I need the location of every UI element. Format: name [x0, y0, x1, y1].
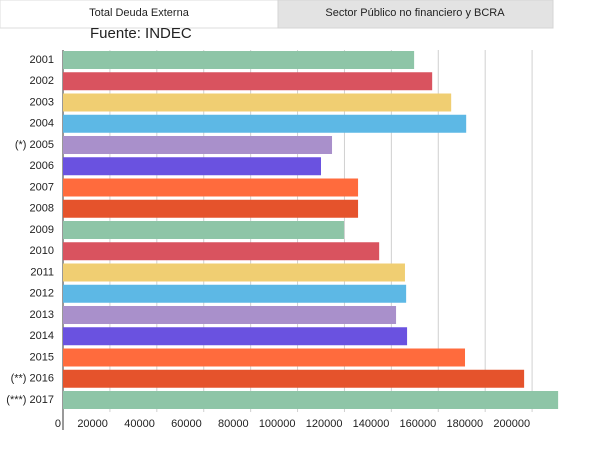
y-tick-label: 2015	[30, 351, 54, 363]
x-tick-label: 100000	[259, 418, 296, 430]
x-tick-label: 0	[55, 418, 61, 430]
bar	[63, 221, 344, 239]
bar	[63, 263, 405, 282]
bar	[63, 72, 433, 91]
bar	[63, 93, 452, 112]
tab-label[interactable]: Total Deuda Externa	[89, 7, 190, 19]
tab[interactable]	[277, 0, 554, 29]
y-tick-label: (*) 2005	[15, 139, 54, 151]
bar	[63, 114, 467, 133]
y-tick-label: 2011	[30, 266, 54, 278]
bar	[63, 284, 407, 303]
x-tick-label: 20000	[77, 418, 108, 430]
x-tick-label: 180000	[446, 418, 483, 430]
bar	[63, 348, 466, 367]
y-tick-label: 2014	[30, 330, 54, 342]
x-tick-label: 160000	[400, 418, 437, 430]
y-tick-label: 2013	[30, 309, 54, 321]
y-tick-label: 2004	[30, 118, 54, 130]
y-tick-label: 2008	[30, 203, 54, 215]
x-tick-label: 200000	[493, 418, 530, 430]
y-tick-label: 2003	[30, 96, 54, 108]
chart-subtitle: Fuente: INDEC	[90, 25, 192, 42]
x-tick-label: 80000	[218, 418, 249, 430]
x-tick-label: 140000	[353, 418, 390, 430]
bar	[63, 306, 397, 324]
bar	[63, 51, 415, 69]
bar	[63, 136, 333, 154]
y-tick-label: 2001	[30, 54, 54, 66]
bar	[63, 178, 359, 197]
y-tick-label: 2010	[30, 245, 54, 257]
bar	[63, 157, 321, 176]
x-tick-label: 120000	[306, 418, 343, 430]
bar	[63, 391, 559, 409]
bar	[63, 199, 359, 218]
y-tick-label: (**) 2016	[11, 373, 54, 385]
y-tick-label: 2007	[30, 181, 54, 193]
bar	[63, 327, 408, 346]
bar	[63, 242, 380, 261]
y-tick-label: (***) 2017	[6, 394, 54, 406]
y-tick-label: 2009	[30, 224, 54, 236]
tab-label[interactable]: Sector Público no financiero y BCRA	[325, 7, 505, 19]
x-tick-label: 40000	[124, 418, 155, 430]
y-tick-label: 2002	[30, 75, 54, 87]
y-tick-label: 2006	[30, 160, 54, 172]
bar	[63, 369, 525, 388]
x-tick-label: 60000	[171, 418, 202, 430]
y-tick-label: 2012	[30, 288, 54, 300]
